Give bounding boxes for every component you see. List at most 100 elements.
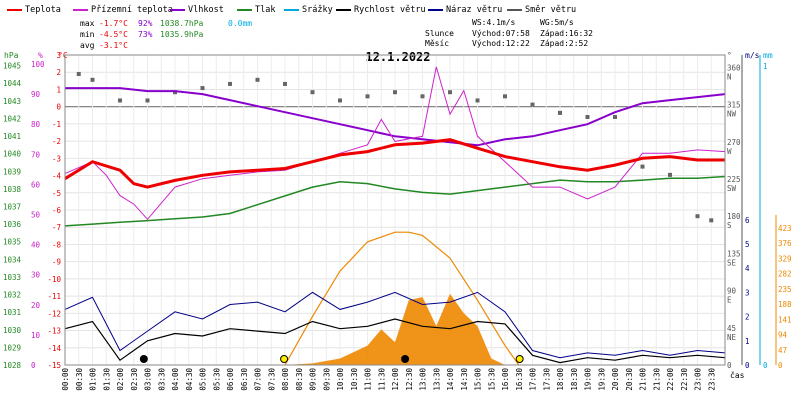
hpa-tick-label: 1028 bbox=[3, 361, 22, 370]
pct-tick-label: 30 bbox=[31, 271, 41, 280]
wind-direction-point bbox=[255, 77, 260, 82]
hpa-tick-label: 1036 bbox=[3, 220, 22, 229]
x-tick-label: 06:30 bbox=[240, 368, 249, 391]
rad-tick-label: 0 bbox=[778, 361, 783, 370]
x-tick-label: 11:00 bbox=[364, 368, 373, 391]
x-tick-label: 17:00 bbox=[529, 368, 538, 391]
dir-name-label: W bbox=[727, 147, 732, 156]
degc-tick-label: -9 bbox=[52, 258, 61, 267]
legend-wind-gust: Náraz větru bbox=[446, 5, 502, 15]
x-tick-label: 22:30 bbox=[680, 368, 689, 391]
degc-tick-label: -13 bbox=[47, 327, 61, 336]
stats-min-hum: 73% bbox=[138, 30, 153, 39]
ms-tick-label: 4 bbox=[745, 264, 750, 273]
pct-tick-label: 10 bbox=[31, 331, 41, 340]
wind-direction-point bbox=[310, 90, 315, 95]
hpa-tick-label: 1038 bbox=[3, 185, 22, 194]
solar-radiation-area bbox=[285, 293, 505, 365]
dir-name-label: NE bbox=[727, 333, 737, 342]
stats-max-label: max bbox=[80, 19, 95, 28]
x-tick-label: 01:30 bbox=[102, 368, 111, 391]
degc-tick-label: -14 bbox=[47, 344, 61, 353]
rad-tick-label: 423 bbox=[778, 224, 792, 233]
pct-tick-label: 80 bbox=[31, 120, 41, 129]
ms-tick-label: 5 bbox=[745, 240, 750, 249]
degc-tick-label: -11 bbox=[47, 292, 61, 301]
x-tick-label: 19:30 bbox=[597, 368, 606, 391]
stats-block: max -1.7°C 92% 1038.7hPa 0.0mm min -4.5°… bbox=[80, 19, 252, 50]
x-tick-label: 23:00 bbox=[694, 368, 703, 391]
axis-label-ms: m/s bbox=[745, 51, 760, 60]
info-sun-label: Slunce bbox=[425, 29, 454, 38]
x-tick-label: 09:30 bbox=[322, 368, 331, 391]
x-tick-label: 20:30 bbox=[625, 368, 634, 391]
degc-tick-label: -6 bbox=[52, 206, 62, 215]
axis-label-degc: °C bbox=[58, 51, 68, 60]
dir-tick-label: 0 bbox=[727, 361, 732, 370]
info-moon-rise: Východ:12:22 bbox=[472, 39, 530, 48]
x-tick-label: 15:30 bbox=[487, 368, 496, 391]
dir-tick-label: 225 bbox=[727, 175, 741, 184]
legend-temperature: Teplota bbox=[25, 5, 61, 15]
ms-tick-label: 3 bbox=[745, 288, 750, 297]
x-tick-label: 07:30 bbox=[267, 368, 276, 391]
wind-direction-point bbox=[695, 214, 700, 219]
wind-gust-line bbox=[64, 291, 726, 359]
rad-tick-label: 188 bbox=[778, 300, 792, 309]
axis-label-mm: mm bbox=[763, 51, 773, 60]
legend-wind-direction: Směr větru bbox=[525, 5, 576, 15]
degc-tick-label: -3 bbox=[52, 154, 61, 163]
x-tick-label: 07:00 bbox=[254, 368, 263, 391]
degc-tick-label: -15 bbox=[47, 361, 61, 370]
x-tick-label: 23:30 bbox=[707, 368, 716, 391]
info-sun-rise: Východ:07:58 bbox=[472, 29, 530, 38]
wind-direction-point bbox=[76, 72, 81, 77]
hpa-tick-label: 1037 bbox=[3, 202, 21, 211]
wind-direction-point bbox=[118, 98, 122, 103]
stats-max-hum: 92% bbox=[138, 19, 153, 28]
x-tick-label: 10:30 bbox=[350, 368, 359, 391]
x-tick-label: 03:30 bbox=[157, 368, 166, 391]
x-tick-label: 17:30 bbox=[542, 368, 551, 391]
x-tick-label: 04:00 bbox=[171, 368, 180, 391]
x-tick-label: 16:00 bbox=[501, 368, 510, 391]
dir-name-label: E bbox=[727, 296, 732, 305]
hpa-tick-label: 1040 bbox=[3, 150, 22, 159]
x-tick-label: 21:00 bbox=[639, 368, 648, 391]
wind-direction-point bbox=[90, 77, 95, 82]
wind-direction-point bbox=[475, 98, 480, 103]
hpa-tick-label: 1032 bbox=[3, 291, 21, 300]
hpa-tick-label: 1035 bbox=[3, 238, 21, 247]
rad-tick-label: 141 bbox=[778, 315, 792, 324]
dir-tick-label: 90 bbox=[727, 287, 737, 296]
stats-min-temp: -4.5°C bbox=[99, 30, 128, 39]
legend-pressure: Tlak bbox=[255, 5, 275, 15]
pct-tick-label: 0 bbox=[31, 361, 36, 370]
hpa-tick-label: 1041 bbox=[3, 132, 21, 141]
x-tick-label: 08:00 bbox=[281, 368, 290, 391]
x-tick-label: 05:30 bbox=[212, 368, 221, 391]
dir-name-label: S bbox=[727, 221, 732, 230]
dir-name-label: NW bbox=[727, 110, 737, 119]
degc-tick-label: -4 bbox=[52, 172, 62, 181]
hpa-tick-label: 1030 bbox=[3, 326, 22, 335]
wind-direction-point bbox=[365, 94, 370, 99]
hpa-tick-label: 1043 bbox=[3, 97, 21, 106]
wind-direction-point bbox=[613, 115, 617, 119]
degc-tick-label: -5 bbox=[52, 189, 61, 198]
legend-rain: Srážky bbox=[302, 5, 333, 15]
plot-frame bbox=[64, 54, 726, 366]
rad-tick-label: 329 bbox=[778, 254, 792, 263]
dir-tick-label: 45 bbox=[727, 324, 736, 333]
degc-tick-label: -8 bbox=[52, 240, 62, 249]
wind-direction-point bbox=[709, 218, 714, 223]
legend-ground-temperature: Přízemní teplota bbox=[91, 5, 173, 15]
info-wg: WG:5m/s bbox=[540, 18, 574, 27]
dir-name-label: N bbox=[727, 72, 732, 81]
degc-tick-label: -7 bbox=[52, 223, 61, 232]
rad-tick-label: 94 bbox=[778, 331, 788, 340]
pct-tick-label: 90 bbox=[31, 90, 41, 99]
hpa-tick-label: 1034 bbox=[3, 255, 22, 264]
